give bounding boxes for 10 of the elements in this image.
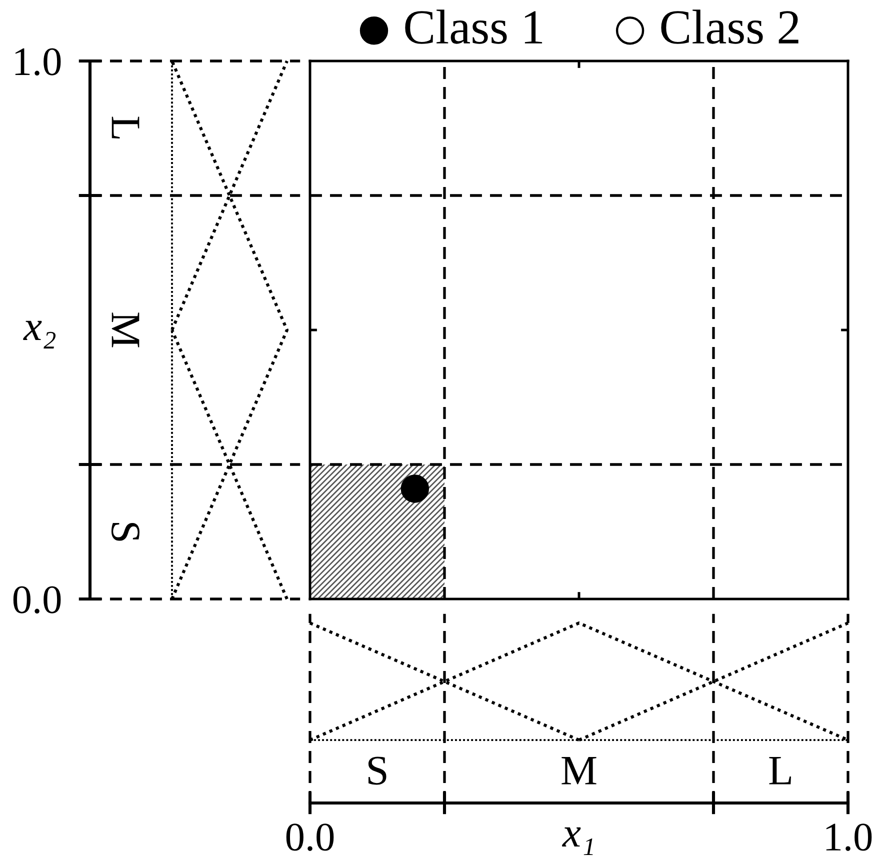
y-axis-title: x₂ [23,320,56,348]
x-axis-title: x₁ [562,827,593,855]
legend-label: Class 2 [661,10,798,44]
text: S [111,522,140,541]
text: M [562,757,596,784]
text: S [368,756,386,785]
legend-label: Class 1 [405,10,542,44]
text: L [112,116,140,138]
text: L [769,757,791,784]
text: M [112,312,140,348]
